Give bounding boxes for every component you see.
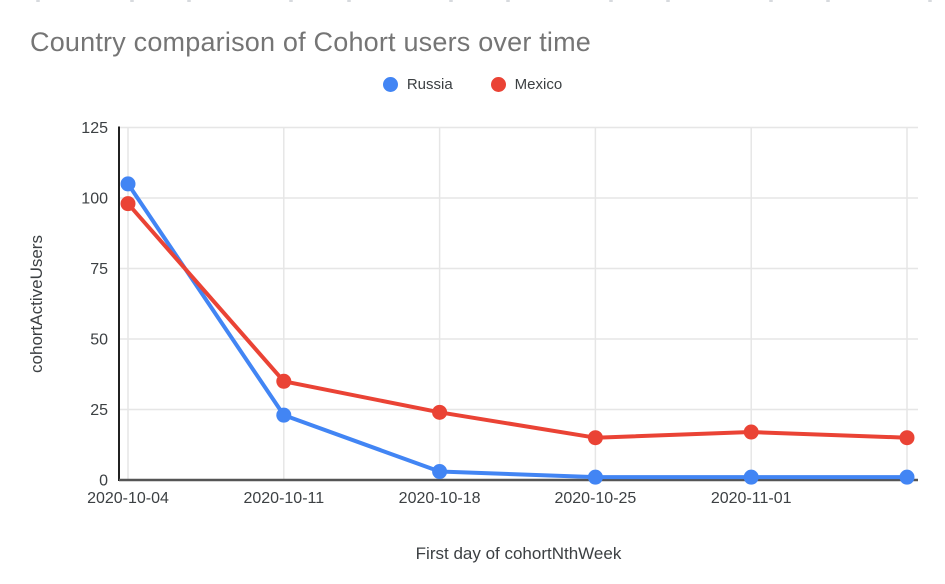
- data-point-mexico[interactable]: [587, 430, 603, 446]
- chart-title: Country comparison of Cohort users over …: [30, 27, 592, 57]
- legend-item-russia[interactable]: Russia: [382, 76, 453, 93]
- top-edge-artifact: [449, 0, 453, 2]
- top-edge-artifact: [666, 0, 670, 2]
- data-point-russia[interactable]: [276, 407, 292, 423]
- data-point-russia[interactable]: [120, 176, 136, 192]
- top-edge-artifact: [347, 0, 351, 2]
- top-edge-artifact: [506, 0, 510, 2]
- legend-label: Russia: [406, 76, 453, 93]
- x-tick-label: 2020-10-04: [87, 490, 169, 507]
- y-tick-label: 0: [99, 473, 108, 490]
- y-tick-label: 25: [90, 402, 108, 419]
- data-point-russia[interactable]: [743, 469, 759, 485]
- x-tick-label: 2020-10-18: [399, 490, 481, 507]
- data-point-mexico[interactable]: [899, 430, 915, 446]
- top-edge-artifact: [289, 0, 293, 2]
- y-tick-label: 50: [90, 332, 108, 349]
- x-axis-title: First day of cohortNthWeek: [416, 544, 622, 563]
- legend-item-mexico[interactable]: Mexico: [490, 76, 563, 93]
- y-axis-title: cohortActiveUsers: [27, 235, 46, 373]
- legend-dot: [490, 77, 506, 92]
- y-tick-label: 125: [81, 120, 108, 137]
- data-point-mexico[interactable]: [276, 373, 292, 389]
- x-tick-label: 2020-10-25: [554, 490, 636, 507]
- series-line-russia: [126, 181, 909, 480]
- top-edge-artifact: [130, 0, 134, 2]
- x-tick-label: 2020-10-11: [243, 490, 324, 507]
- legend-dot: [382, 77, 398, 92]
- top-edge-artifact: [826, 0, 830, 2]
- top-edge-artifact: [36, 0, 40, 2]
- top-edge-artifact: [928, 0, 932, 2]
- data-point-russia[interactable]: [899, 469, 915, 485]
- y-tick-label: 75: [90, 261, 108, 278]
- top-edge-artifact: [187, 0, 191, 2]
- series-line-mexico: [126, 201, 909, 440]
- top-edge-artifact: [769, 0, 773, 2]
- data-point-mexico[interactable]: [743, 424, 759, 440]
- data-point-mexico[interactable]: [120, 196, 136, 212]
- x-tick-label: 2020-11-01: [711, 490, 792, 507]
- top-edge-artifact: [609, 0, 613, 2]
- data-point-mexico[interactable]: [432, 404, 448, 420]
- legend-label: Mexico: [514, 76, 563, 93]
- data-point-russia[interactable]: [587, 469, 603, 485]
- chart-legend: Russia Mexico: [0, 76, 945, 93]
- data-point-russia[interactable]: [432, 464, 448, 480]
- y-tick-label: 100: [81, 191, 108, 208]
